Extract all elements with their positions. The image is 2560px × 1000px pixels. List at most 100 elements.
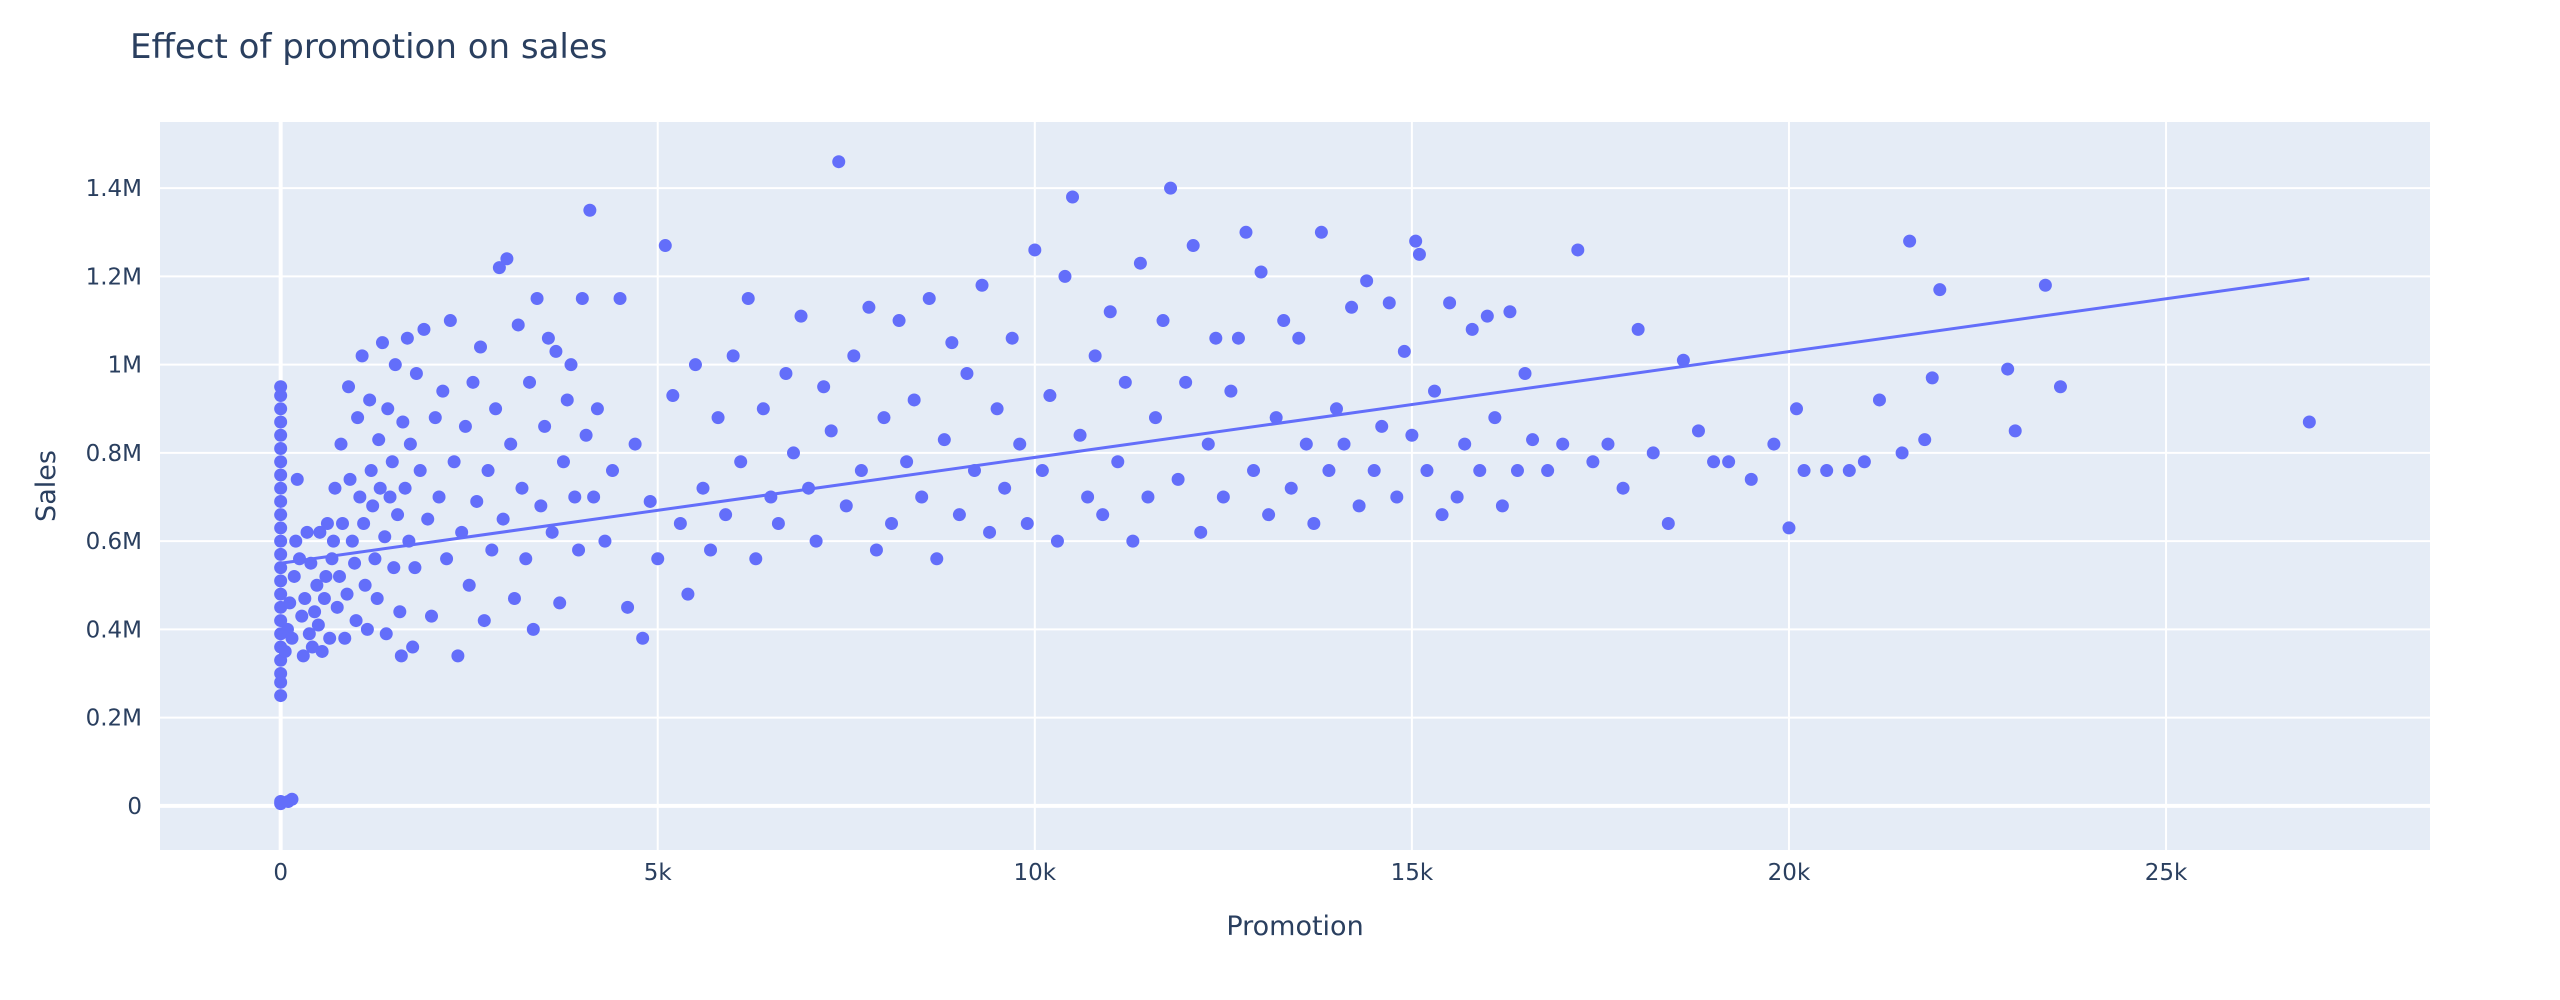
data-point: [319, 569, 333, 583]
data-point: [1495, 499, 1509, 513]
data-point: [349, 614, 363, 628]
data-point: [1126, 534, 1140, 548]
data-point: [1292, 331, 1306, 345]
data-point: [302, 627, 316, 641]
data-point: [417, 322, 431, 336]
data-point: [274, 428, 288, 442]
data-point: [1216, 490, 1230, 504]
data-point: [1903, 234, 1917, 248]
data-point: [323, 631, 337, 645]
data-point: [330, 600, 344, 614]
data-point: [283, 596, 297, 610]
data-point: [613, 291, 627, 305]
data-point: [1820, 464, 1834, 478]
x-tick-label: 25k: [2145, 860, 2188, 886]
data-point: [643, 494, 657, 508]
data-point: [915, 490, 929, 504]
data-point: [1465, 322, 1479, 336]
data-point: [1360, 274, 1374, 288]
data-point: [366, 499, 380, 513]
x-tick-label: 20k: [1768, 860, 1811, 886]
data-point: [741, 291, 755, 305]
data-point: [1081, 490, 1095, 504]
data-point: [636, 631, 650, 645]
data-points: [274, 155, 2316, 811]
data-point: [334, 437, 348, 451]
data-point: [363, 393, 377, 407]
data-point: [1329, 402, 1343, 416]
data-point: [2001, 362, 2015, 376]
data-point: [771, 517, 785, 531]
data-point: [1367, 464, 1381, 478]
x-tick-labels: 0 5k 10k 15k 20k 25k: [273, 860, 2188, 886]
data-point: [1148, 411, 1162, 425]
data-point: [1269, 411, 1283, 425]
data-point: [360, 622, 374, 636]
data-point: [305, 640, 319, 654]
data-point: [877, 411, 891, 425]
data-point: [1541, 464, 1555, 478]
data-point: [340, 587, 354, 601]
y-tick-label: 1.4M: [86, 176, 142, 202]
data-point: [1397, 344, 1411, 358]
data-point: [756, 402, 770, 416]
data-point: [1925, 371, 1939, 385]
data-point: [274, 415, 288, 429]
data-point: [1209, 331, 1223, 345]
data-point: [1782, 521, 1796, 535]
data-point: [786, 446, 800, 460]
data-point: [396, 415, 410, 429]
data-point: [1518, 366, 1532, 380]
data-point: [1428, 384, 1442, 398]
data-point: [1299, 437, 1313, 451]
y-tick-label: 0.8M: [86, 441, 142, 467]
data-point: [1790, 402, 1804, 416]
data-point: [440, 552, 454, 566]
data-point: [1797, 464, 1811, 478]
data-point: [734, 455, 748, 469]
data-point: [1345, 300, 1359, 314]
data-point: [326, 534, 340, 548]
data-point: [1895, 446, 1909, 460]
data-point: [311, 618, 325, 632]
data-point: [489, 402, 503, 416]
data-point: [1661, 517, 1675, 531]
data-point: [651, 552, 665, 566]
data-point: [1247, 464, 1261, 478]
x-tick-label: 15k: [1391, 860, 1434, 886]
y-axis-title: Sales: [31, 450, 62, 522]
data-point: [391, 508, 405, 522]
data-point: [538, 419, 552, 433]
data-point: [1254, 265, 1268, 279]
data-point: [598, 534, 612, 548]
data-point: [892, 314, 906, 328]
data-point: [364, 464, 378, 478]
data-point: [1480, 309, 1494, 323]
data-point: [1488, 411, 1502, 425]
data-point: [403, 437, 417, 451]
data-point: [1443, 296, 1457, 310]
data-point: [1231, 331, 1245, 345]
data-point: [628, 437, 642, 451]
data-point: [907, 393, 921, 407]
data-point: [1111, 455, 1125, 469]
data-point: [572, 543, 586, 557]
data-point: [1450, 490, 1464, 504]
data-point: [564, 358, 578, 372]
data-point: [1066, 190, 1080, 204]
data-point: [290, 472, 304, 486]
data-point: [413, 464, 427, 478]
data-point: [1156, 314, 1170, 328]
data-point: [1337, 437, 1351, 451]
data-point: [1141, 490, 1155, 504]
data-point: [1918, 433, 1932, 447]
data-point: [621, 600, 635, 614]
data-point: [1239, 225, 1253, 239]
data-point: [545, 525, 559, 539]
data-point: [317, 592, 331, 606]
data-point: [388, 358, 402, 372]
data-point: [1186, 239, 1200, 253]
y-tick-label: 1.2M: [86, 264, 142, 290]
data-point: [575, 291, 589, 305]
